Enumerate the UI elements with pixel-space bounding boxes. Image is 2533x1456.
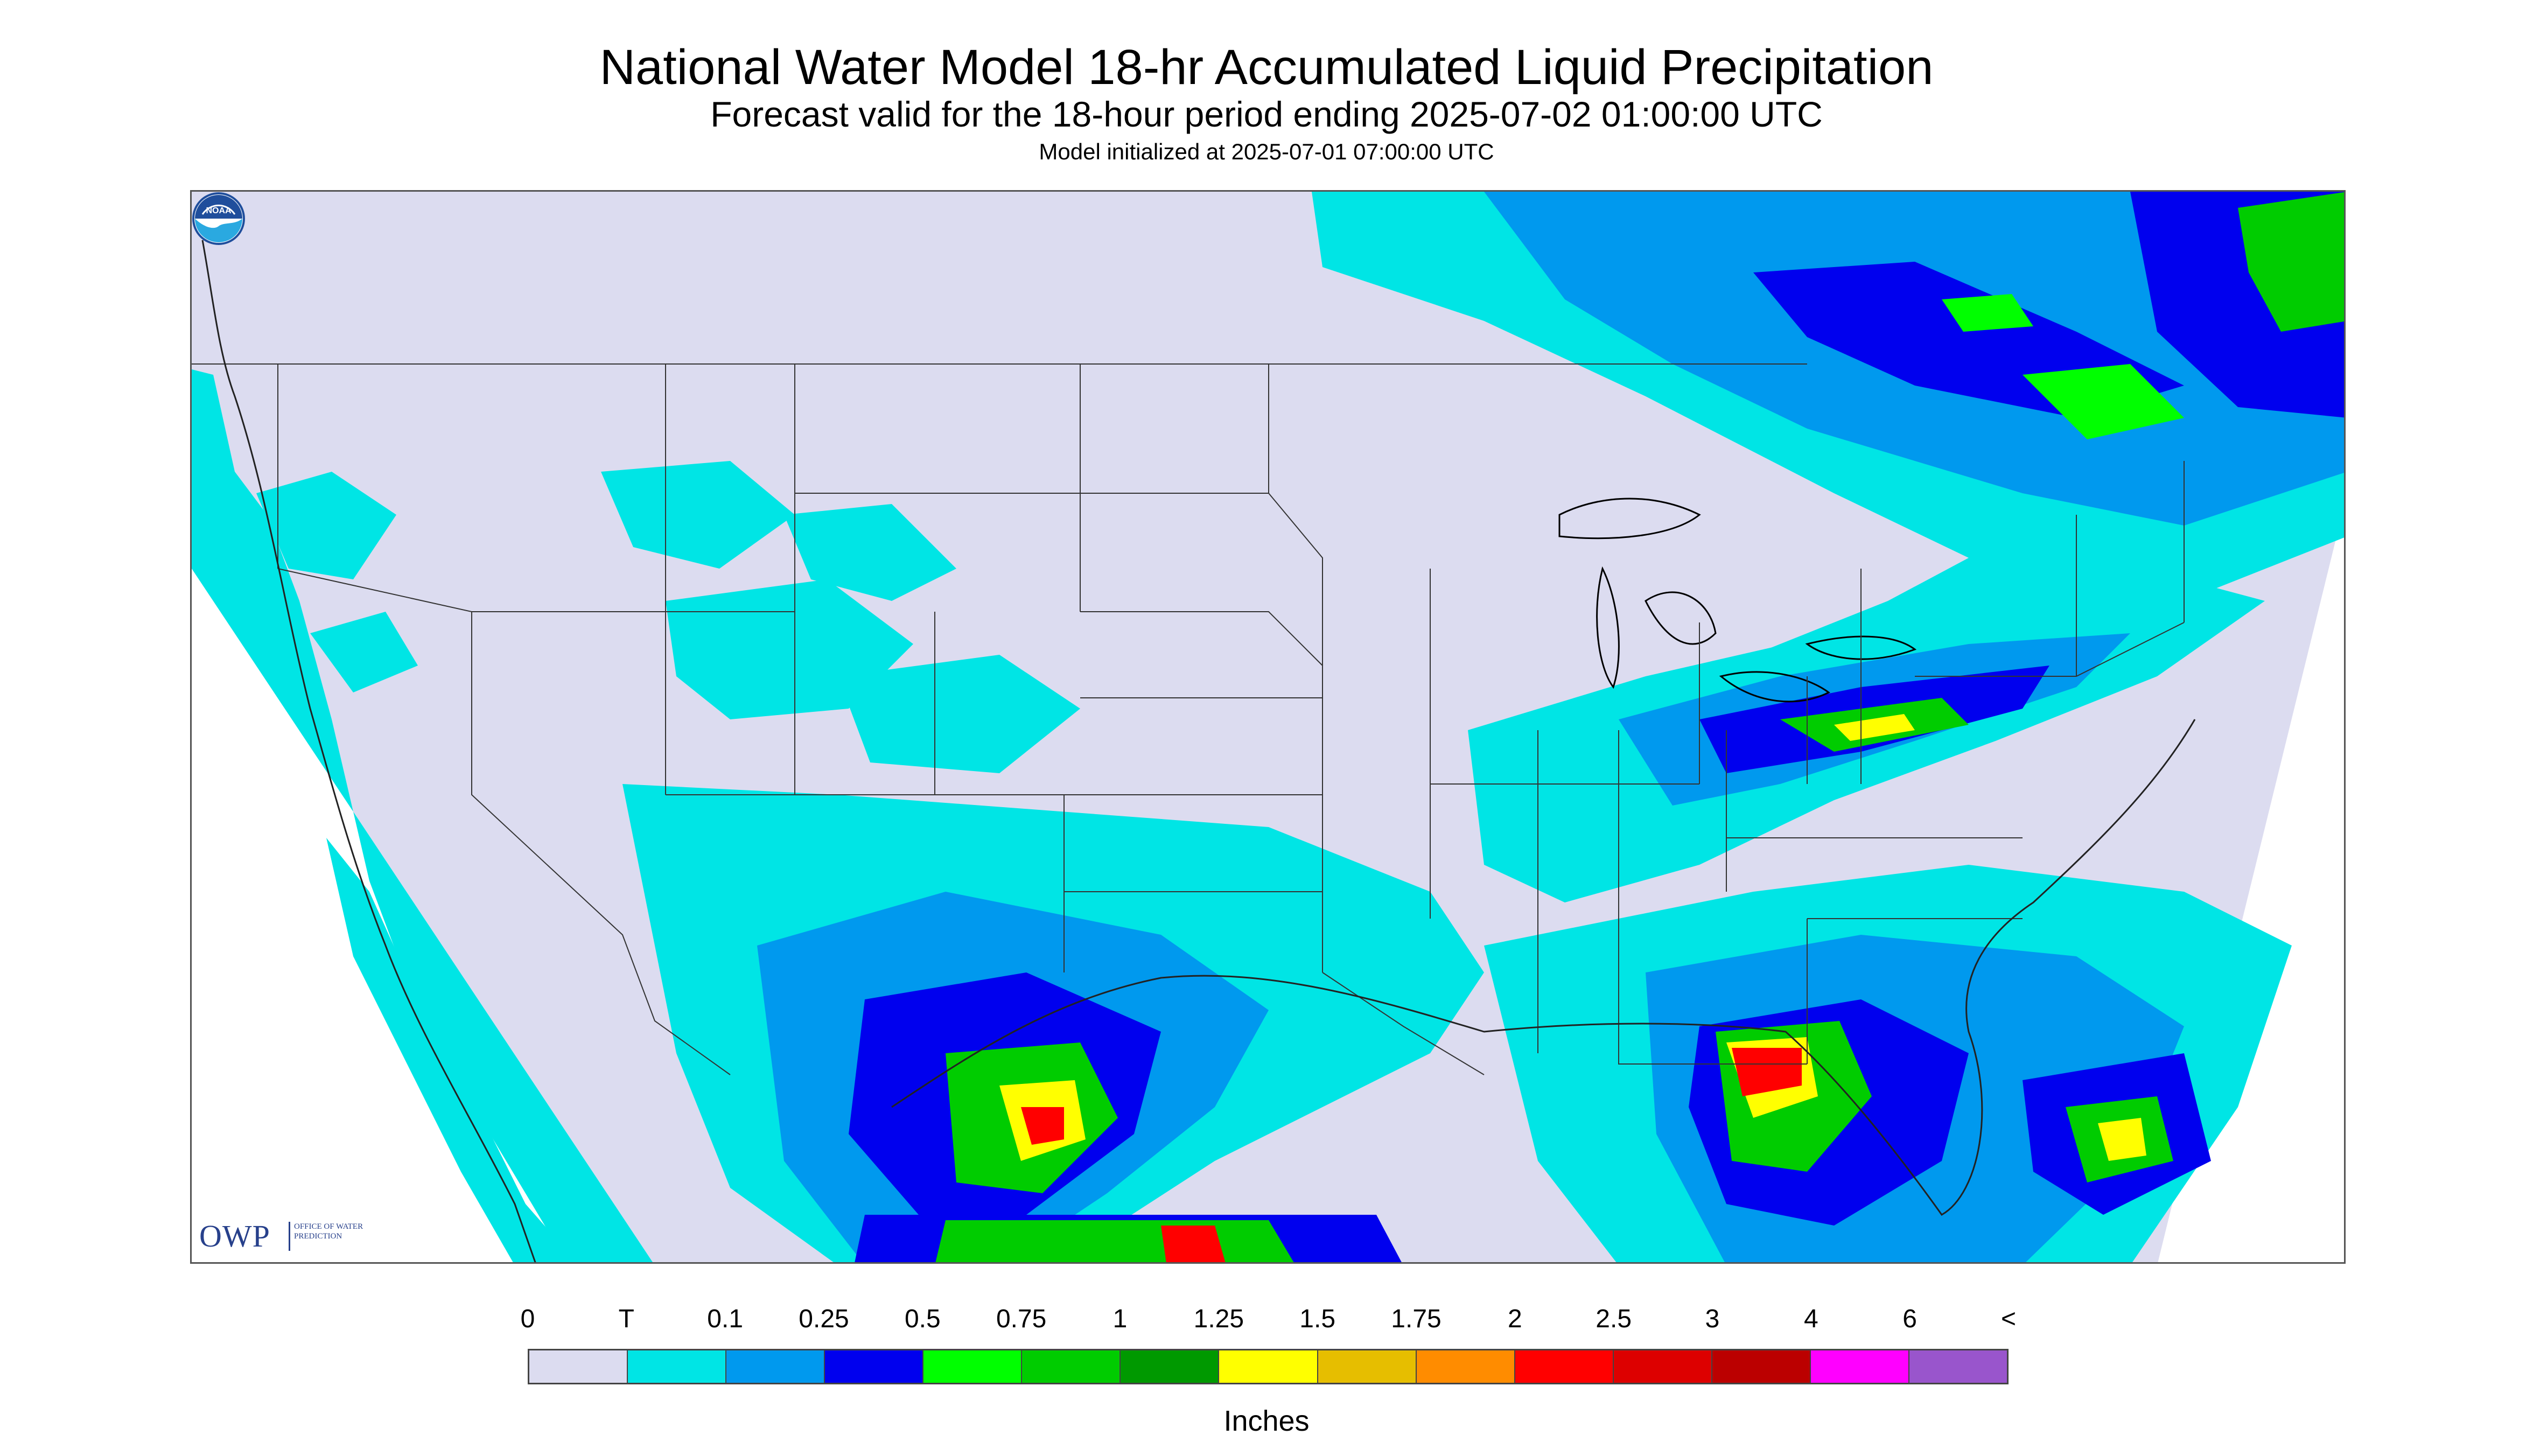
legend-tick-label: 1.5 — [1299, 1305, 1336, 1333]
legend-swatch — [726, 1350, 825, 1383]
owp-logo: OWP Office of Water Prediction — [199, 1217, 372, 1255]
model-init-text: Model initialized at 2025-07-01 07:00:00… — [1039, 139, 1494, 164]
south-red-area — [1021, 1107, 1064, 1145]
owp-logo-mark: OWP — [199, 1219, 270, 1254]
legend-tick-label: T — [618, 1305, 634, 1333]
legend-tick-label: < — [2000, 1305, 2017, 1333]
west-coastline — [201, 240, 536, 1262]
legend-tick-label: 3 — [1705, 1305, 1720, 1333]
north-green-band — [2238, 192, 2344, 332]
color-legend — [528, 1349, 2009, 1384]
legend-tick-label: 1 — [1112, 1305, 1128, 1333]
mexico-bottom-green — [935, 1220, 1294, 1262]
map-subtitle: Forecast valid for the 18-hour period en… — [710, 94, 1823, 134]
great-lakes-outline — [1558, 498, 1917, 703]
legend-swatch — [1810, 1350, 1909, 1383]
nw-trace-patch — [256, 472, 396, 579]
nw-trace-patch — [310, 612, 418, 692]
legend-tick-label: 2 — [1507, 1305, 1522, 1333]
pacific-trace-area-2 — [326, 838, 577, 1262]
legend-tick-label: 1.25 — [1193, 1305, 1244, 1333]
noaa-logo: NOAA — [192, 192, 245, 245]
colorado-trace-patch — [838, 655, 1080, 773]
owp-logo-name: Office of Water Prediction — [294, 1222, 363, 1241]
svg-text:NOAA: NOAA — [206, 206, 232, 215]
legend-swatch — [1712, 1350, 1811, 1383]
legend-tick-label: 0.75 — [996, 1305, 1047, 1333]
rockies-trace-patch — [601, 461, 795, 569]
legend-swatch — [1613, 1350, 1712, 1383]
owp-logo-divider — [289, 1222, 290, 1251]
map-title: National Water Model 18-hr Accumulated L… — [599, 40, 1934, 95]
map-canvas — [192, 192, 2344, 1262]
legend-swatch — [1121, 1350, 1220, 1383]
atlantic-yellow-area — [2098, 1118, 2146, 1161]
legend-units: Inches — [1223, 1405, 1310, 1437]
legend-tick-label: 6 — [1902, 1305, 1918, 1333]
legend-swatch — [923, 1350, 1023, 1383]
north-green-band — [2023, 364, 2184, 439]
east-heavy-band — [1834, 714, 1915, 741]
legend-swatch — [1909, 1350, 2007, 1383]
state-boundaries — [192, 363, 2185, 1075]
legend-swatch — [1416, 1350, 1515, 1383]
legend-tick-label: 0.5 — [904, 1305, 941, 1333]
legend-swatch — [1318, 1350, 1417, 1383]
legend-tick-label: 4 — [1803, 1305, 1818, 1333]
rockies-trace-patch — [784, 504, 956, 601]
mexico-bottom-red — [1161, 1226, 1226, 1262]
legend-swatch — [825, 1350, 924, 1383]
legend-swatch — [1022, 1350, 1121, 1383]
legend-tick-label: 0.1 — [707, 1305, 744, 1333]
gulf-coastline — [891, 719, 2196, 1216]
legend-swatch — [529, 1350, 628, 1383]
legend-tick-label: 2.5 — [1596, 1305, 1632, 1333]
legend-tick-label: 0 — [520, 1305, 535, 1333]
legend-swatch — [1219, 1350, 1318, 1383]
legend-swatch — [1515, 1350, 1614, 1383]
legend-swatch — [628, 1350, 727, 1383]
precipitation-map: OWP Office of Water Prediction NOAA — [190, 190, 2346, 1264]
legend-tick-label: 1.75 — [1391, 1305, 1442, 1333]
north-green-band — [1942, 294, 2033, 332]
legend-tick-label: 0.25 — [799, 1305, 849, 1333]
legend-ticks: 0 T 0.1 0.25 0.5 0.75 1 1.25 1.5 1.75 2 2.5 3 4 6 < — [521, 1303, 2016, 1335]
gulf-red-area — [1732, 1048, 1802, 1096]
